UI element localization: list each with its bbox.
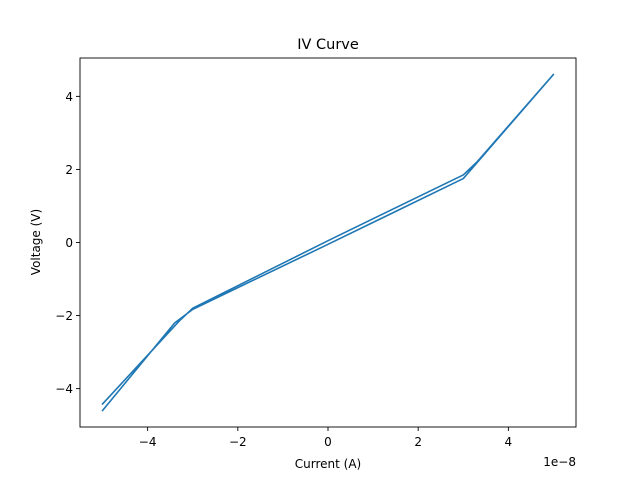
x-tick-label: 4 bbox=[505, 435, 513, 449]
x-tick-label: −2 bbox=[229, 435, 247, 449]
axes-frame bbox=[79, 57, 577, 428]
y-tick-label: 2 bbox=[65, 163, 73, 177]
x-tick-label: −4 bbox=[139, 435, 157, 449]
y-tick-label: −4 bbox=[55, 382, 73, 396]
y-axis-label: Voltage (V) bbox=[29, 209, 43, 275]
x-tick-label: 0 bbox=[324, 435, 332, 449]
series-line-0 bbox=[101, 73, 555, 412]
x-tick-label: 2 bbox=[414, 435, 422, 449]
x-axis-offset-label: 1e−8 bbox=[543, 455, 576, 469]
x-axis-label: Current (A) bbox=[295, 457, 361, 471]
y-tick-label: 0 bbox=[65, 236, 73, 250]
chart-title: IV Curve bbox=[297, 37, 359, 53]
plot-area: −4 −2 0 2 4 −4 −2 0 2 4 bbox=[55, 57, 577, 449]
y-tick-label: −2 bbox=[55, 309, 73, 323]
y-tick-label: 4 bbox=[65, 90, 73, 104]
